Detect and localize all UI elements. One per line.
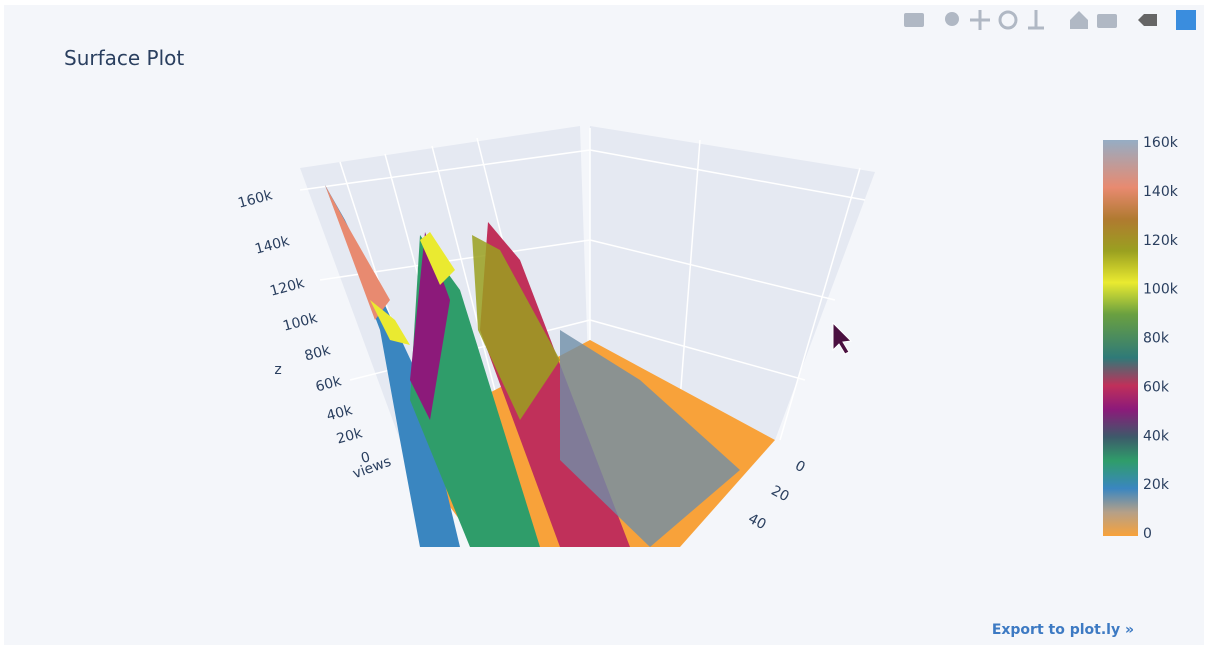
- colorbar-tick-label: 20k: [1143, 477, 1170, 493]
- zoom-icon[interactable]: [945, 12, 959, 26]
- surface-ridge: [325, 185, 460, 547]
- z-tick-label: 0: [359, 449, 372, 467]
- camera-view-icon[interactable]: [1097, 14, 1117, 28]
- z-axis-title: z: [274, 362, 281, 378]
- scene: [299, 126, 875, 547]
- surface-ridge: [560, 330, 740, 547]
- surface-ridge: [370, 300, 410, 345]
- surface-ridge: [472, 235, 560, 420]
- surface-ridge: [325, 185, 390, 320]
- camera-icon[interactable]: [904, 13, 924, 27]
- colorbar: [1103, 140, 1138, 536]
- home-icon[interactable]: [1070, 11, 1088, 29]
- colorbar-tick-label: 40k: [1143, 428, 1170, 444]
- rotate-icon[interactable]: [998, 10, 1018, 30]
- surface-ridge: [420, 232, 455, 285]
- turntable-icon[interactable]: [1028, 10, 1044, 30]
- mouse-cursor: [832, 321, 853, 355]
- pan-icon[interactable]: [970, 10, 990, 30]
- colorbar-tick-label: 140k: [1143, 184, 1179, 200]
- x-tick-label: 20: [768, 483, 791, 505]
- hover-icon[interactable]: [1138, 14, 1157, 26]
- export-link[interactable]: Export to plot.ly »: [992, 622, 1134, 638]
- colorbar-tick-label: 0: [1143, 526, 1152, 542]
- colorbar-tick-label: 120k: [1143, 233, 1179, 249]
- z-tick-label: 20k: [335, 425, 365, 447]
- modebar: [904, 10, 1196, 30]
- colorbar-tick-label: 160k: [1143, 135, 1179, 151]
- z-tick-label: 40k: [325, 402, 355, 424]
- chart-title: Surface Plot: [64, 46, 184, 70]
- z-tick-label: 80k: [303, 342, 333, 364]
- plotly-logo[interactable]: [1176, 10, 1196, 30]
- colorbar-tick-label: 100k: [1143, 282, 1179, 298]
- colorbar-tick-label: 60k: [1143, 379, 1170, 395]
- z-tick-label: 60k: [314, 373, 344, 395]
- x-tick-label: 40: [745, 511, 768, 533]
- colorbar-tick-label: 80k: [1143, 331, 1170, 347]
